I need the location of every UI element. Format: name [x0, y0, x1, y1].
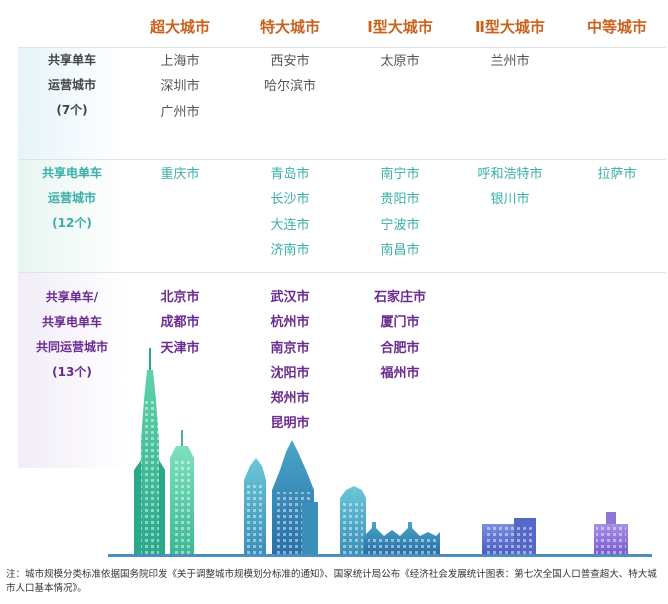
header-medium-city: 中等城市 [586, 18, 647, 36]
row2-label-bg [18, 160, 126, 272]
footnote: 注：城市规模分类标准依据国务院印发《关于调整城市规模划分标准的通知》、国家统计局… [6, 569, 657, 594]
header-type1-large-city: Ⅰ型大城市 [367, 18, 433, 36]
row2-label-line2: 运营城市 [47, 191, 96, 205]
city-name: 兰州市 [490, 54, 530, 69]
row2-label: 共享电单车 运营城市 (12个) [18, 161, 126, 236]
header-type2-large-city: Ⅱ型大城市 [475, 18, 545, 36]
row1-label-line3: (7个) [56, 103, 88, 117]
city-name: 合肥市 [380, 340, 420, 356]
divider-row1 [18, 159, 666, 160]
city-name: 福州市 [380, 365, 420, 381]
city-name: 厦门市 [380, 315, 420, 331]
city-name: 宁波市 [380, 217, 420, 233]
row3-label-line1: 共享单车/ [45, 290, 99, 304]
city-name: 拉萨市 [597, 167, 637, 182]
row1-label-line1: 共享单车 [47, 53, 96, 67]
row2-super-cities: 重庆市 [125, 162, 235, 187]
row1-mega-cities: 西安市 哈尔滨市 [235, 49, 345, 100]
row2-label-line3: (12个) [52, 216, 92, 230]
type1-city-buildings [340, 486, 440, 554]
header-mega-city: 特大城市 [259, 18, 320, 36]
row2-type1-cities: 南宁市 贵阳市 宁波市 南昌市 [345, 162, 455, 263]
row2-label-line1: 共享电单车 [41, 166, 102, 180]
city-name: 沈阳市 [270, 365, 310, 381]
row2-type2-cities: 呼和浩特市 银川市 [455, 162, 565, 213]
city-name: 西安市 [270, 54, 310, 69]
row1-label-bg [18, 48, 126, 159]
city-name: 武汉市 [270, 290, 310, 305]
divider-top [18, 47, 666, 48]
city-name: 青岛市 [270, 167, 310, 182]
divider-row2 [18, 272, 666, 273]
city-name: 成都市 [160, 315, 200, 331]
row1-label: 共享单车 运营城市 (7个) [18, 48, 126, 123]
row2-mega-cities: 青岛市 长沙市 大连市 济南市 [235, 162, 345, 263]
city-name: 银川市 [490, 192, 530, 208]
city-name: 贵阳市 [380, 192, 420, 208]
city-name: 济南市 [270, 242, 310, 258]
row3-type1-cities: 石家庄市 厦门市 合肥市 福州市 [345, 285, 455, 386]
row3-label-bg [18, 273, 126, 468]
city-name: 昆明市 [270, 416, 310, 432]
skyline-illustration [108, 348, 652, 557]
row3-mega-cities: 武汉市 杭州市 南京市 沈阳市 郑州市 昆明市 [235, 285, 345, 437]
mega-city-buildings [244, 440, 318, 554]
city-name: 哈尔滨市 [263, 79, 316, 95]
medium-city-buildings [594, 512, 628, 554]
city-name: 重庆市 [160, 167, 200, 182]
city-name: 天津市 [160, 340, 200, 356]
city-name: 上海市 [160, 54, 200, 69]
row2-medium-cities: 拉萨市 [562, 162, 668, 187]
city-name: 南昌市 [380, 242, 420, 258]
city-name: 太原市 [380, 54, 420, 69]
type2-city-buildings [482, 518, 536, 554]
city-name: 郑州市 [270, 391, 310, 407]
city-name: 石家庄市 [373, 290, 426, 305]
ground-line [108, 554, 652, 557]
header-super-city: 超大城市 [149, 18, 210, 36]
row3-label-line4: (13个) [52, 365, 92, 379]
row1-type2-cities: 兰州市 [455, 49, 565, 74]
city-name: 杭州市 [270, 315, 310, 331]
row1-super-cities: 上海市 深圳市 广州市 [125, 49, 235, 125]
row3-label-line3: 共同运营城市 [35, 340, 108, 354]
row3-label: 共享单车/ 共享电单车 共同运营城市 (13个) [18, 285, 126, 385]
super-city-buildings [134, 348, 194, 554]
row3-super-cities: 北京市 成都市 天津市 [125, 285, 235, 361]
city-name: 长沙市 [270, 192, 310, 208]
city-name: 南宁市 [380, 167, 420, 182]
row3-label-line2: 共享电单车 [41, 315, 102, 329]
city-name: 北京市 [160, 290, 200, 305]
city-name: 广州市 [160, 104, 200, 120]
row1-label-line2: 运营城市 [47, 78, 96, 92]
city-name: 深圳市 [160, 79, 200, 95]
row1-type1-cities: 太原市 [345, 49, 455, 74]
city-name: 呼和浩特市 [477, 167, 543, 182]
city-name: 南京市 [270, 340, 310, 356]
city-name: 大连市 [270, 217, 310, 233]
